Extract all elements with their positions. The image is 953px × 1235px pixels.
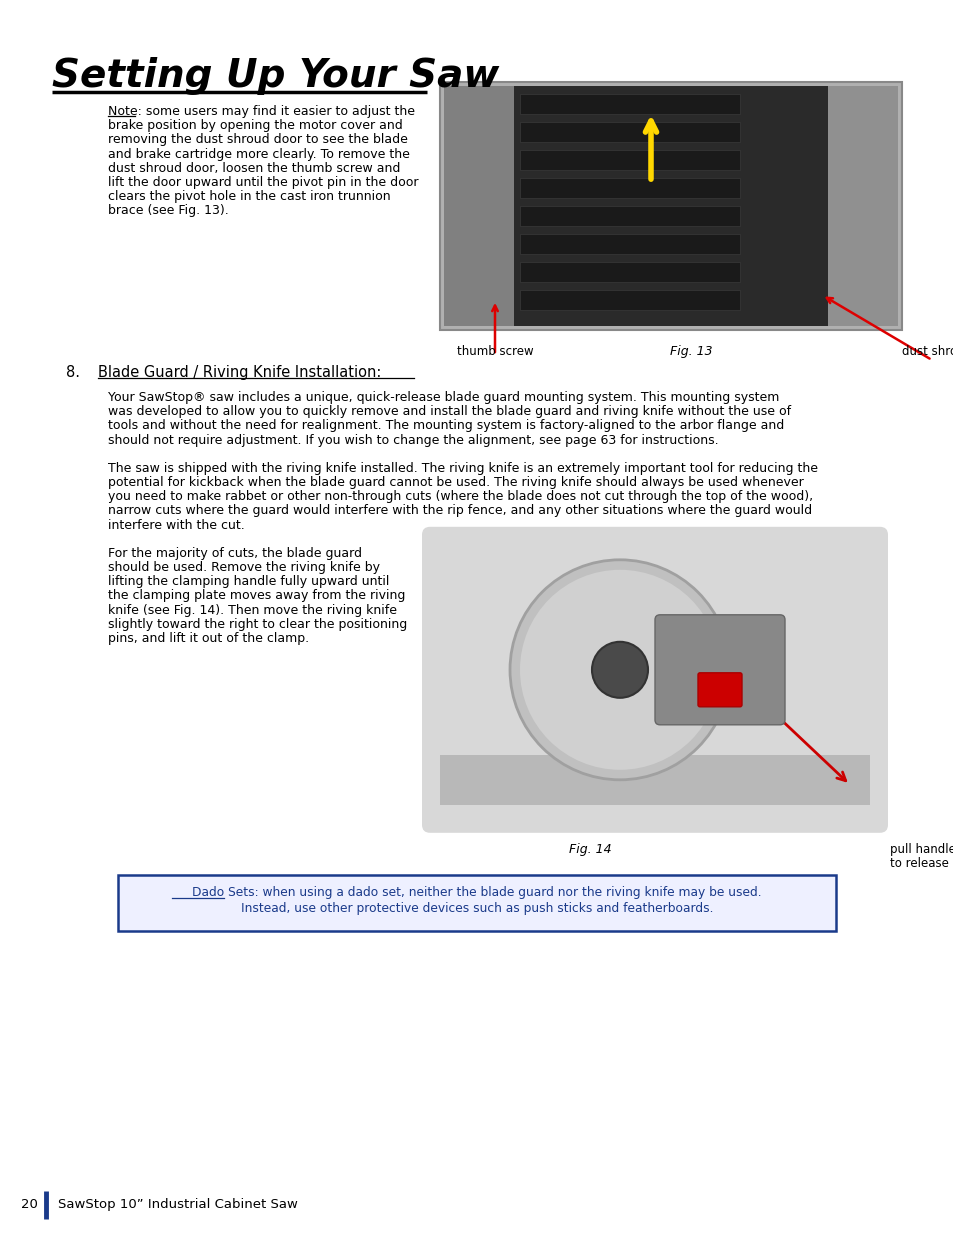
Bar: [519, 290, 740, 310]
Text: should be used. Remove the riving knife by: should be used. Remove the riving knife …: [108, 561, 379, 574]
Text: clears the pivot hole in the cast iron trunnion: clears the pivot hole in the cast iron t…: [108, 190, 390, 204]
Text: Note: some users may find it easier to adjust the: Note: some users may find it easier to a…: [108, 105, 415, 119]
Circle shape: [510, 559, 729, 779]
Text: slightly toward the right to clear the positioning: slightly toward the right to clear the p…: [108, 618, 407, 631]
Bar: [443, 86, 897, 326]
Text: you need to make rabbet or other non-through cuts (where the blade does not cut : you need to make rabbet or other non-thr…: [108, 490, 812, 503]
Text: 8.: 8.: [66, 366, 80, 380]
Bar: [118, 874, 835, 931]
Text: dust shroud door: dust shroud door: [901, 345, 953, 358]
Bar: [519, 178, 740, 198]
Bar: [439, 755, 869, 805]
Text: should not require adjustment. If you wish to change the alignment, see page 63 : should not require adjustment. If you wi…: [108, 433, 718, 447]
Bar: [827, 86, 897, 326]
Text: lift the door upward until the pivot pin in the door: lift the door upward until the pivot pin…: [108, 177, 418, 189]
Bar: [519, 262, 740, 282]
Text: dust shroud door, loosen the thumb screw and: dust shroud door, loosen the thumb screw…: [108, 162, 400, 175]
FancyBboxPatch shape: [655, 615, 784, 725]
Text: to release clamp: to release clamp: [889, 857, 953, 869]
Text: brace (see Fig. 13).: brace (see Fig. 13).: [108, 205, 229, 217]
Text: Fig. 13: Fig. 13: [669, 345, 712, 358]
Text: pull handle upward: pull handle upward: [889, 842, 953, 856]
Text: potential for kickback when the blade guard cannot be used. The riving knife sho: potential for kickback when the blade gu…: [108, 475, 803, 489]
Text: Setting Up Your Saw: Setting Up Your Saw: [52, 57, 498, 95]
Text: Blade Guard / Riving Knife Installation:: Blade Guard / Riving Knife Installation:: [98, 366, 381, 380]
Bar: [519, 94, 740, 114]
Text: Instead, use other protective devices such as push sticks and featherboards.: Instead, use other protective devices su…: [240, 902, 713, 915]
Bar: [443, 86, 514, 326]
Text: narrow cuts where the guard would interfere with the rip fence, and any other si: narrow cuts where the guard would interf…: [108, 504, 811, 517]
Text: and brake cartridge more clearly. To remove the: and brake cartridge more clearly. To rem…: [108, 148, 410, 161]
Text: removing the dust shroud door to see the blade: removing the dust shroud door to see the…: [108, 133, 408, 147]
Text: pins, and lift it out of the clamp.: pins, and lift it out of the clamp.: [108, 632, 309, 645]
FancyBboxPatch shape: [698, 673, 741, 706]
Bar: [519, 122, 740, 142]
Text: was developed to allow you to quickly remove and install the blade guard and riv: was developed to allow you to quickly re…: [108, 405, 790, 419]
Text: the clamping plate moves away from the riving: the clamping plate moves away from the r…: [108, 589, 405, 603]
Text: The saw is shipped with the riving knife installed. The riving knife is an extre: The saw is shipped with the riving knife…: [108, 462, 817, 474]
Text: brake position by opening the motor cover and: brake position by opening the motor cove…: [108, 120, 402, 132]
Bar: [439, 82, 901, 330]
Text: SawStop 10” Industrial Cabinet Saw: SawStop 10” Industrial Cabinet Saw: [58, 1198, 297, 1212]
Circle shape: [592, 642, 647, 698]
Text: Fig. 14: Fig. 14: [568, 842, 611, 856]
Text: 20: 20: [21, 1198, 38, 1212]
Text: interfere with the cut.: interfere with the cut.: [108, 519, 245, 531]
Bar: [519, 233, 740, 254]
Text: knife (see Fig. 14). Then move the riving knife: knife (see Fig. 14). Then move the rivin…: [108, 604, 396, 616]
FancyBboxPatch shape: [421, 527, 887, 832]
Text: lifting the clamping handle fully upward until: lifting the clamping handle fully upward…: [108, 576, 389, 588]
Bar: [519, 206, 740, 226]
Circle shape: [519, 569, 720, 769]
Bar: [519, 149, 740, 170]
Text: tools and without the need for realignment. The mounting system is factory-align: tools and without the need for realignme…: [108, 420, 783, 432]
Text: thumb screw: thumb screw: [456, 345, 533, 358]
Text: Your SawStop® saw includes a unique, quick-release blade guard mounting system. : Your SawStop® saw includes a unique, qui…: [108, 391, 779, 404]
Text: For the majority of cuts, the blade guard: For the majority of cuts, the blade guar…: [108, 547, 361, 559]
Text: Dado Sets: when using a dado set, neither the blade guard nor the riving knife m: Dado Sets: when using a dado set, neithe…: [192, 885, 761, 899]
